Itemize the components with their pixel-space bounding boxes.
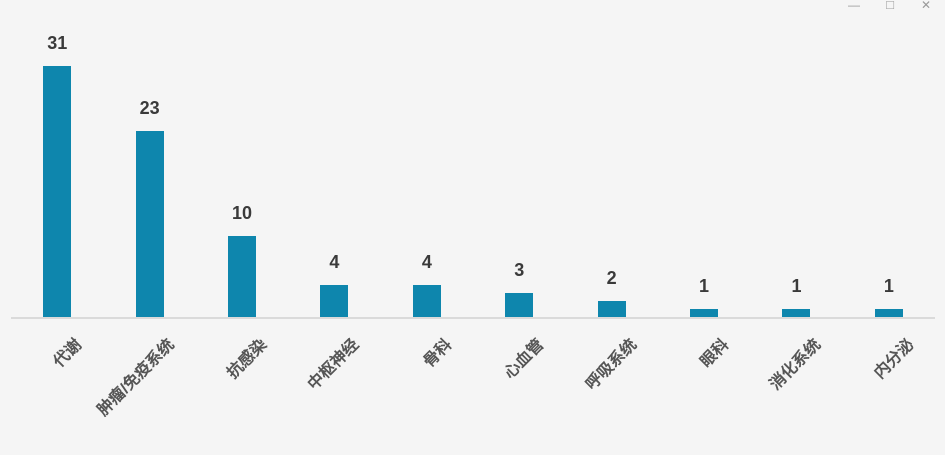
x-axis-label: 眼科 [697, 336, 733, 371]
minimize-button[interactable]: — [836, 0, 872, 14]
bar [43, 65, 72, 317]
bar [690, 308, 719, 317]
bar-slot: 1 消化系统 [750, 0, 842, 394]
bar [874, 308, 903, 317]
x-axis-label: 抗感染 [224, 336, 271, 383]
bar-value-label: 2 [606, 267, 617, 288]
close-button[interactable]: ✕ [908, 0, 944, 14]
x-axis-label: 骨科 [420, 336, 456, 371]
bar-value-label: 1 [699, 275, 710, 296]
bar [228, 236, 257, 317]
bar-slot: 2 呼吸系统 [565, 0, 657, 394]
bar-slot: 1 内分泌 [843, 0, 935, 382]
x-axis-label: 内分泌 [871, 336, 918, 383]
bar-slot: 31 代谢 [11, 0, 103, 371]
bar-slot: 1 眼科 [658, 0, 750, 371]
bar [597, 300, 626, 317]
bar-chart: 31 代谢 23 肿瘤/免疫系统 10 抗感染 4 中枢神经 4 骨科 3 心血管 2 呼吸系统 1 眼科 1 消… [11, 0, 935, 455]
x-axis-label: 肿瘤/免疫系统 [94, 336, 178, 420]
bar-value-label: 4 [421, 251, 432, 272]
plot-area: 31 代谢 23 肿瘤/免疫系统 10 抗感染 4 中枢神经 4 骨科 3 心血管 2 呼吸系统 1 眼科 1 消… [11, 0, 935, 420]
bar-slot: 4 骨科 [381, 0, 473, 371]
bar [412, 284, 441, 317]
x-axis-label: 呼吸系统 [582, 336, 640, 394]
window-controls: — □ ✕ [836, 0, 944, 14]
bar-value-label: 31 [47, 32, 68, 53]
bar-slot: 23 肿瘤/免疫系统 [95, 0, 195, 420]
bar-value-label: 4 [329, 251, 340, 272]
bar-value-label: 3 [514, 259, 525, 280]
bar [320, 284, 349, 317]
x-axis-label: 消化系统 [767, 336, 825, 394]
bar [505, 292, 534, 317]
x-axis-label: 中枢神经 [305, 336, 363, 394]
maximize-button[interactable]: □ [872, 0, 908, 14]
bar-slot: 10 抗感染 [196, 0, 288, 382]
x-axis-label: 代谢 [50, 336, 86, 371]
bar [135, 130, 164, 317]
bar-slot: 4 中枢神经 [288, 0, 380, 394]
bar [782, 308, 811, 317]
bar-value-label: 23 [139, 97, 160, 118]
bar-value-label: 1 [791, 275, 802, 296]
bar-value-label: 1 [883, 275, 894, 296]
x-axis-label: 心血管 [501, 336, 548, 383]
bar-value-label: 10 [232, 203, 253, 223]
bar-slot: 3 心血管 [473, 0, 565, 383]
